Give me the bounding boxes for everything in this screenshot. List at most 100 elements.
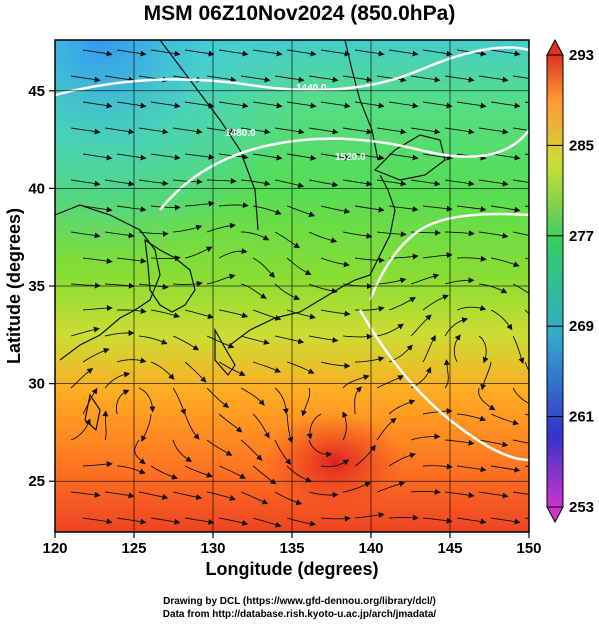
streamline-arrow	[83, 49, 113, 57]
streamline-arrow	[240, 491, 269, 505]
streamline-arrow	[410, 314, 432, 337]
streamline-arrow	[240, 387, 265, 406]
streamline-arrow	[274, 387, 289, 415]
streamline-arrow	[104, 371, 131, 389]
streamline-arrow	[117, 49, 147, 57]
streamline-arrow	[117, 153, 147, 161]
streamline-arrow	[105, 491, 135, 499]
map-title: MSM 06Z10Nov2024 (850.0hPa)	[143, 2, 456, 25]
streamline-arrow	[70, 418, 91, 441]
streamline-arrow	[513, 231, 529, 236]
streamline-arrow	[138, 387, 156, 413]
streamline-arrow	[275, 75, 305, 83]
streamline-arrow	[105, 330, 135, 337]
streamline-arrow	[286, 465, 313, 483]
credit-line-drawing: Drawing by DCL (https://www.gfd-dennou.o…	[163, 596, 436, 607]
streamline-arrow	[423, 49, 453, 57]
streamline-arrow	[491, 205, 521, 213]
streamline-arrow	[253, 153, 283, 161]
streamline-arrow	[480, 361, 492, 391]
colorbar: 293 285 277 269 261 253	[546, 38, 594, 524]
streamline-arrow	[173, 224, 203, 233]
streamline-arrow	[274, 283, 301, 301]
streamline-arrow	[342, 411, 348, 441]
streamline-arrow	[173, 280, 203, 287]
streamline-arrow	[320, 205, 351, 214]
streamline-arrow	[343, 481, 372, 493]
streamline-arrow	[513, 491, 529, 495]
y-tick-label: 25	[28, 473, 45, 490]
streamline-arrow	[321, 515, 351, 522]
streamline-arrow	[207, 127, 237, 135]
streamline-arrow	[71, 127, 101, 135]
streamline-arrow	[219, 49, 249, 57]
streamline-arrow	[117, 205, 147, 213]
streamline-arrow	[354, 386, 362, 415]
y-tick-label: 35	[28, 278, 45, 295]
streamline-arrow	[377, 231, 407, 238]
streamline-arrow	[241, 75, 271, 83]
colorbar-label: 277	[569, 228, 594, 245]
colorbar-label: 261	[569, 409, 594, 426]
streamline-arrow	[83, 153, 113, 161]
y-axis-title: Latitude (degrees)	[4, 208, 24, 364]
grid-lines	[55, 40, 529, 532]
contour-1440	[55, 46, 529, 97]
streamline-arrow	[139, 179, 169, 187]
streamline-arrow	[376, 375, 404, 389]
streamline-arrow	[389, 49, 419, 57]
streamline-arrow	[274, 491, 303, 506]
streamline-arrow	[70, 367, 94, 389]
streamline-arrow	[343, 333, 373, 340]
streamline-arrow	[306, 413, 322, 440]
streamline-arrow	[491, 101, 521, 109]
streamline-arrow	[513, 127, 529, 131]
hokkaido	[373, 134, 446, 181]
streamline-arrow	[139, 491, 169, 500]
streamline-arrow	[286, 257, 312, 275]
streamline-arrow	[479, 75, 509, 83]
streamline-arrow	[151, 204, 181, 211]
y-tick-label: 40	[28, 180, 45, 197]
streamline-arrow	[134, 439, 146, 465]
streamline-arrow	[355, 257, 385, 264]
streamline-arrow	[321, 49, 351, 57]
streamline-arrow	[139, 127, 169, 135]
streamline-arrow	[355, 512, 385, 519]
contour-label-1480: 1480.0	[225, 128, 256, 139]
y-axis: 25 30 35 40 45	[28, 83, 55, 490]
streamline-arrow	[478, 335, 489, 364]
korea-peninsula	[144, 238, 196, 313]
streamline-arrow	[343, 75, 373, 83]
streamline-arrow	[389, 514, 419, 521]
streamline-arrow	[253, 49, 283, 57]
streamline-arrow	[252, 257, 275, 278]
streamline-arrow	[184, 309, 214, 319]
streamline-arrow	[241, 179, 271, 187]
streamline-arrow	[172, 387, 186, 416]
streamline-arrow	[184, 465, 213, 478]
streamline-arrow	[105, 179, 135, 187]
streamline-arrow	[83, 461, 113, 468]
streamline-arrow	[410, 433, 441, 441]
credit-text: Drawing by DCL (https://www.gfd-dennou.o…	[0, 595, 599, 621]
streamline-arrow	[479, 283, 508, 294]
streamline-arrow	[185, 200, 215, 207]
colorbar-label: 269	[569, 318, 594, 335]
streamline-arrow	[252, 413, 270, 439]
y-tick-label: 30	[28, 376, 45, 393]
colorbar-lower-arrow	[546, 506, 564, 524]
streamline-arrow	[321, 309, 351, 317]
streamline-arrow	[355, 101, 385, 109]
streamline-arrow	[240, 283, 267, 299]
streamline-arrow	[321, 153, 351, 161]
streamline-arrow	[453, 334, 461, 363]
streamline-arrow	[479, 231, 509, 239]
credit-line-data: Data from http://database.rish.kyoto-u.a…	[162, 609, 437, 620]
streamline-arrow	[219, 517, 249, 526]
streamline-arrow	[241, 127, 271, 135]
contour-1480	[159, 129, 529, 211]
streamline-arrow	[253, 101, 283, 109]
y-tick-label: 45	[28, 83, 45, 100]
